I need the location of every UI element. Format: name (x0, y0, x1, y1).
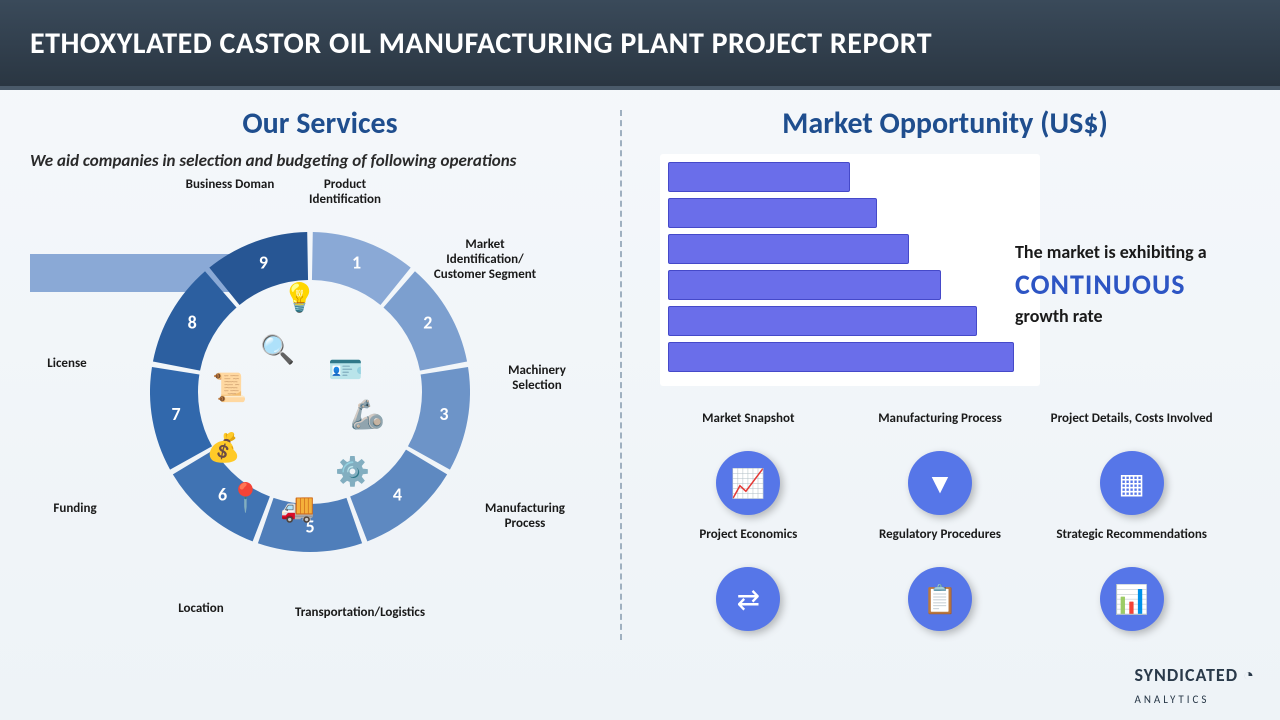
page-title: ETHOXYLATED CASTOR OIL MANUFACTURING PLA… (30, 25, 932, 62)
segment-label-9: License (12, 357, 122, 372)
segment-label-7: Location (146, 602, 256, 617)
feature-label-3: Project Details, Costs Involved (1043, 411, 1220, 443)
feature-icon-2: ▼ (908, 451, 972, 515)
segment-label-4: Machinery Selection (482, 364, 592, 394)
market-bar-5 (668, 306, 977, 336)
growth-text: The market is exhibiting a CONTINUOUS gr… (1015, 240, 1245, 330)
ring-inner-icon-6: 🚚 (280, 490, 315, 525)
feature-label-2: Manufacturing Process (852, 411, 1029, 443)
brand-logo: SYNDICATED ◔ ANALYTICS (1134, 664, 1255, 708)
ring-number-1: 1 (352, 252, 361, 274)
ring-segment-7 (150, 367, 212, 470)
ring-number-3: 3 (439, 403, 448, 425)
feature-2: Manufacturing Process ▼ (852, 411, 1029, 515)
market-title: Market Opportunity (US$) (660, 105, 1230, 142)
ring-number-9: 9 (259, 252, 268, 274)
growth-emph: CONTINUOUS (1015, 265, 1245, 304)
logo-line2: ANALYTICS (1134, 693, 1209, 706)
ring-number-7: 7 (172, 403, 181, 425)
feature-icon-1: 📈 (716, 451, 780, 515)
market-bar-6 (668, 342, 1014, 372)
market-bar-2 (668, 198, 877, 228)
feature-label-4: Project Economics (660, 527, 837, 559)
ring-inner-icon-7: 📍 (228, 480, 263, 515)
market-bar-3 (668, 234, 909, 264)
feature-5: Regulatory Procedures 📋 (852, 527, 1029, 631)
feature-6: Strategic Recommendations 📊 (1043, 527, 1220, 631)
feature-label-5: Regulatory Procedures (852, 527, 1029, 559)
vertical-divider (620, 110, 622, 640)
ring-inner-icon-9: 📜 (212, 370, 247, 405)
services-title: Our Services (30, 105, 610, 142)
feature-3: Project Details, Costs Involved ▦ (1043, 411, 1220, 515)
services-subtitle: We aid companies in selection and budget… (30, 150, 610, 172)
growth-line2: growth rate (1015, 304, 1245, 329)
ring-inner-icon-1: 💡 (282, 280, 317, 315)
feature-icon-5: 📋 (908, 567, 972, 631)
ring-inner-icon-2: 🔍 (260, 332, 295, 367)
ring-number-8: 8 (188, 311, 197, 333)
segment-label-2: Product Identification (290, 178, 400, 208)
logo-line1: SYNDICATED (1134, 664, 1238, 686)
content-area: Our Services We aid companies in selecti… (0, 90, 1280, 720)
ring-number-2: 2 (423, 311, 432, 333)
market-bar-4 (668, 270, 941, 300)
market-bar-1 (668, 162, 850, 192)
ring-number-4: 4 (393, 484, 402, 506)
feature-1: Market Snapshot 📈 (660, 411, 837, 515)
feature-label-1: Market Snapshot (660, 411, 837, 443)
market-panel: Market Opportunity (US$) The market is e… (610, 105, 1230, 710)
feature-label-6: Strategic Recommendations (1043, 527, 1220, 559)
segment-label-8: Funding (20, 502, 130, 517)
feature-icon-4: ⇄ (716, 567, 780, 631)
segment-label-3: Market Identification/ Customer Segment (430, 238, 540, 283)
ring-inner-icon-3: 🪪 (328, 352, 363, 387)
services-ring-container: 1 123456789 Business DomanProduct Identi… (30, 182, 590, 642)
ring-number-6: 6 (218, 484, 227, 506)
features-grid: Market Snapshot 📈 Manufacturing Process ▼ Pr… (660, 411, 1220, 631)
ring-inner-icon-4: 🦾 (350, 397, 385, 432)
ring-inner-icon-5: ⚙️ (335, 454, 370, 489)
services-panel: Our Services We aid companies in selecti… (30, 105, 610, 710)
market-bar-chart (660, 154, 1040, 386)
feature-icon-6: 📊 (1100, 567, 1164, 631)
header-banner: ETHOXYLATED CASTOR OIL MANUFACTURING PLA… (0, 0, 1280, 90)
segment-label-5: Manufacturing Process (470, 502, 580, 532)
growth-line1: The market is exhibiting a (1015, 240, 1245, 265)
feature-icon-3: ▦ (1100, 451, 1164, 515)
segment-label-1: Business Doman (175, 178, 285, 193)
ring-inner-icon-8: 💰 (206, 430, 241, 465)
feature-4: Project Economics ⇄ (660, 527, 837, 631)
segment-label-6: Transportation/Logistics (295, 606, 405, 621)
